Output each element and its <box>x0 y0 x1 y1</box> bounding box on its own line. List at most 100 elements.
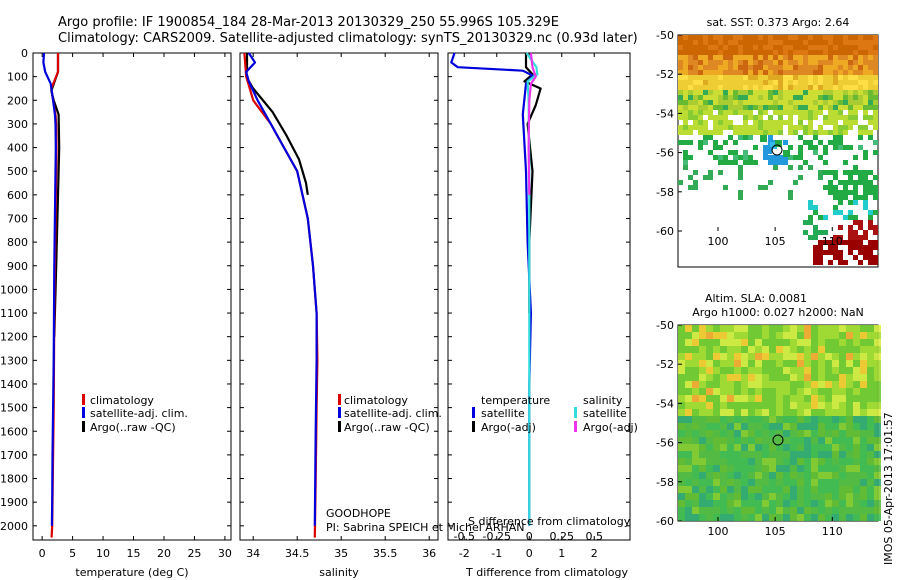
sst-cell <box>718 105 723 110</box>
sst-cell <box>688 185 693 190</box>
sla-cell <box>727 381 734 388</box>
sst-cell <box>803 85 808 90</box>
sla-cell <box>699 332 706 339</box>
sst-cell <box>723 125 728 130</box>
sla-cell <box>825 325 832 332</box>
sst-cell <box>693 95 698 100</box>
sla-cell <box>720 472 727 479</box>
sst-cell <box>858 45 863 50</box>
sla-cell <box>706 444 713 451</box>
sst-cell <box>863 200 868 205</box>
sst-cell <box>778 110 783 115</box>
sla-cell <box>804 437 811 444</box>
sla-cell <box>783 402 790 409</box>
sla-cell <box>692 514 699 521</box>
sst-cell <box>873 230 878 235</box>
depth-tick-label: 900 <box>7 260 28 273</box>
sst-cell <box>808 120 813 125</box>
sst-cell <box>873 185 878 190</box>
sst-cell <box>848 105 853 110</box>
sst-cell <box>808 200 813 205</box>
sla-cell <box>706 500 713 507</box>
sst-cell <box>848 85 853 90</box>
depth-tick-label: 600 <box>7 189 28 202</box>
sst-cell <box>688 105 693 110</box>
sla-cell <box>797 458 804 465</box>
sla-cell <box>846 416 853 423</box>
sst-cell <box>728 105 733 110</box>
sst-cell <box>848 210 853 215</box>
sst-cell <box>828 55 833 60</box>
sst-cell <box>828 245 833 250</box>
sla-cell <box>762 388 769 395</box>
sst-cell <box>798 120 803 125</box>
sst-cell <box>768 85 773 90</box>
sla-cell <box>874 402 881 409</box>
sst-cell <box>803 75 808 80</box>
sst-cell <box>813 100 818 105</box>
sst-cell <box>813 70 818 75</box>
sst-cell <box>693 35 698 40</box>
sla-cell <box>811 395 818 402</box>
sla-cell <box>839 493 846 500</box>
sst-cell <box>688 65 693 70</box>
sst-cell <box>743 70 748 75</box>
sst-cell <box>808 35 813 40</box>
sst-cell <box>783 140 788 145</box>
sla-cell <box>853 367 860 374</box>
sst-cell <box>838 65 843 70</box>
sst-cell <box>803 55 808 60</box>
sla-cell <box>860 465 867 472</box>
legend-swatch-satellite <box>82 407 85 418</box>
sst-cell <box>798 45 803 50</box>
sst-cell <box>808 90 813 95</box>
sla-cell <box>720 423 727 430</box>
sst-cell <box>863 55 868 60</box>
sst-cell <box>753 50 758 55</box>
sst-cell <box>813 65 818 70</box>
sla-cell <box>790 346 797 353</box>
sla-cell <box>741 325 748 332</box>
sst-cell <box>828 110 833 115</box>
sst-cell <box>768 80 773 85</box>
sla-cell <box>790 374 797 381</box>
sst-cell <box>758 125 763 130</box>
sla-cell <box>776 430 783 437</box>
sst-cell <box>723 100 728 105</box>
sst-cell <box>818 65 823 70</box>
sst-cell <box>833 120 838 125</box>
sst-cell <box>743 55 748 60</box>
sla-cell <box>804 388 811 395</box>
sst-cell <box>773 160 778 165</box>
sst-cell <box>693 180 698 185</box>
sla-cell <box>811 423 818 430</box>
sst-cell <box>753 85 758 90</box>
header-title: Argo profile: IF 1900854_184 28-Mar-2013… <box>58 15 559 30</box>
sst-cell <box>803 35 808 40</box>
sla-cell <box>783 381 790 388</box>
sst-cell <box>778 125 783 130</box>
sla-cell <box>860 500 867 507</box>
sst-cell <box>863 125 868 130</box>
sst-cell <box>823 115 828 120</box>
sst-cell <box>823 105 828 110</box>
sla-cell <box>741 430 748 437</box>
sla-cell <box>741 493 748 500</box>
sst-cell <box>853 195 858 200</box>
sst-cell <box>783 110 788 115</box>
sla-cell <box>839 486 846 493</box>
sla-cell <box>769 472 776 479</box>
sla-cell <box>748 332 755 339</box>
sla-cell <box>678 409 685 416</box>
sla-cell <box>769 381 776 388</box>
sst-cell <box>808 40 813 45</box>
sla-cell <box>734 486 741 493</box>
sst-cell <box>828 115 833 120</box>
sst-cell <box>723 185 728 190</box>
sla-cell <box>874 465 881 472</box>
sla-cell <box>818 395 825 402</box>
sst-cell <box>863 110 868 115</box>
sla-cell <box>874 437 881 444</box>
sst-cell <box>873 85 878 90</box>
sla-cell <box>699 374 706 381</box>
